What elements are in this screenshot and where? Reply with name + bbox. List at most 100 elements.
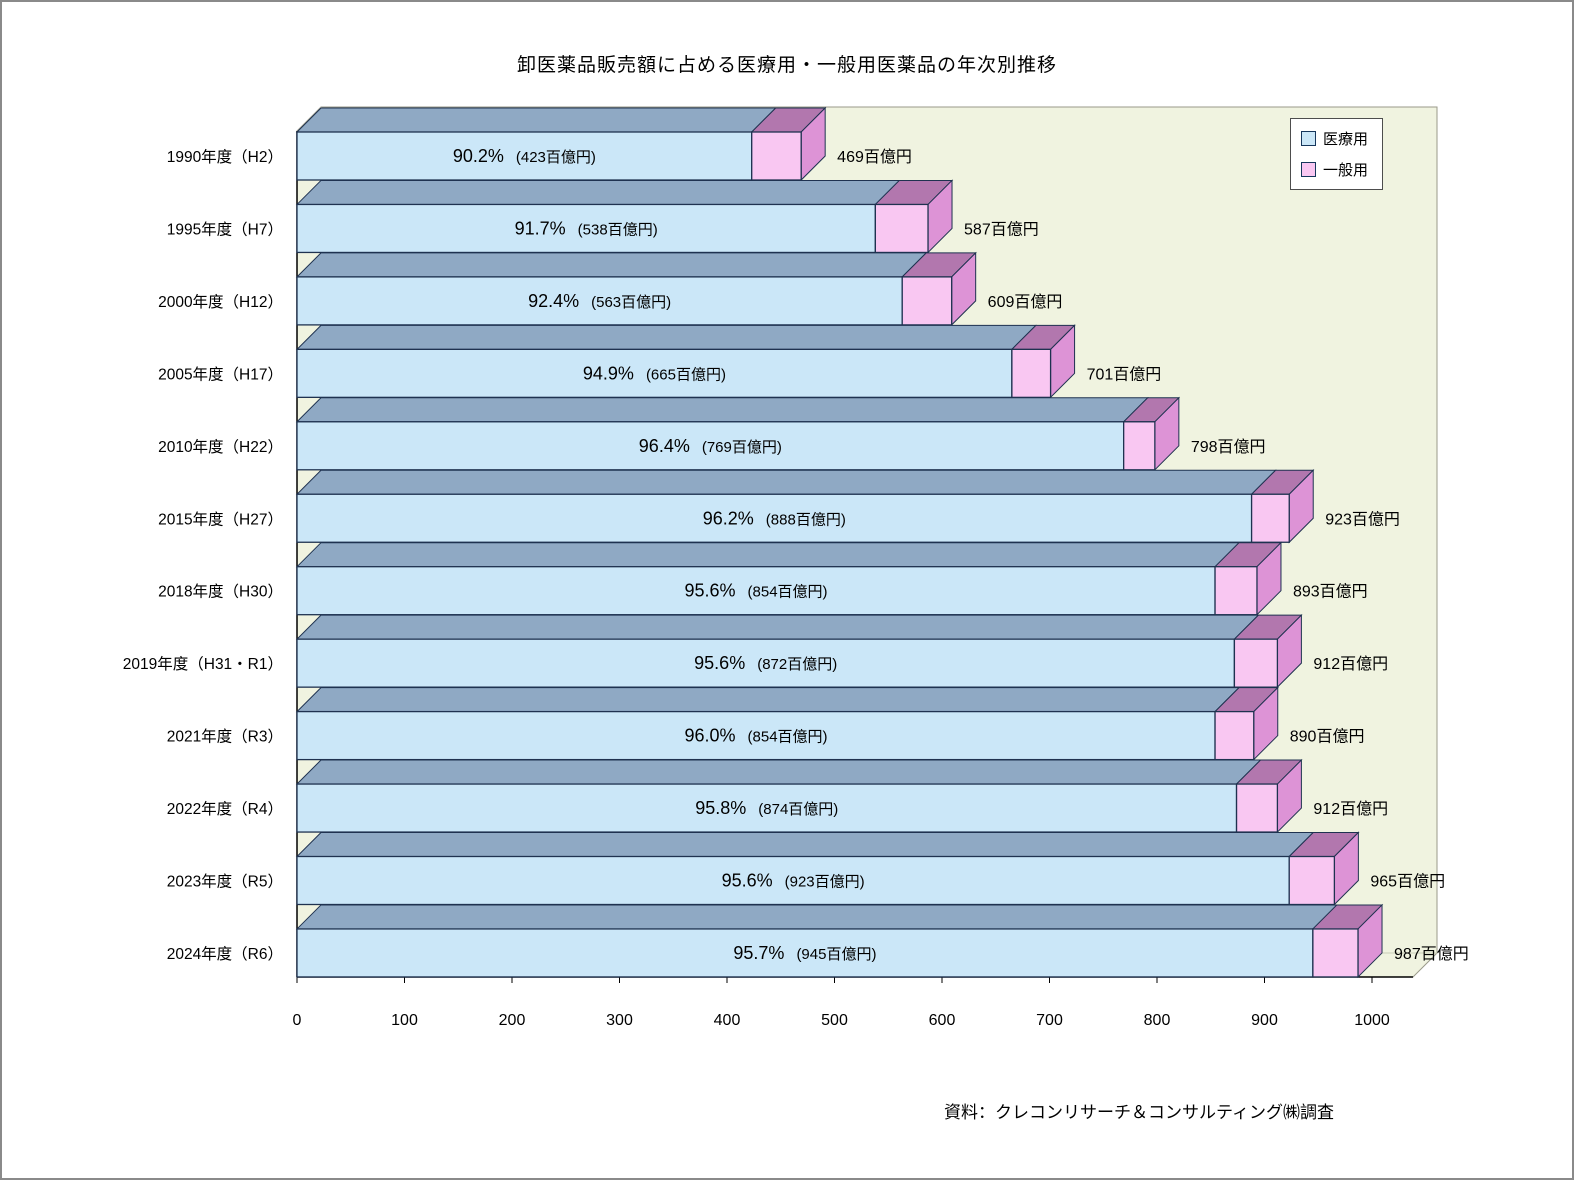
- x-tick-label: 1000: [1354, 1012, 1390, 1029]
- bar-total-label: 469百億円: [837, 148, 912, 166]
- bar-medical-top-face: [295, 614, 1260, 640]
- category-label: 2005年度（H17）: [158, 365, 283, 383]
- bar-general-segment: [751, 131, 802, 181]
- bar-medical-top-face: [295, 542, 1241, 568]
- x-tick-label: 700: [1036, 1012, 1063, 1029]
- legend-item-general: 一般用: [1301, 159, 1368, 180]
- bar-general-segment: [1123, 421, 1156, 471]
- bar-medical-top-face: [295, 469, 1277, 495]
- bar-percent-label: 92.4% (563百億円): [528, 291, 671, 311]
- legend: 医療用 一般用: [1290, 118, 1384, 190]
- bar-medical-top-face: [295, 832, 1315, 857]
- category-label: 2023年度（R5）: [167, 873, 283, 891]
- bar-row: 95.6% (923百億円) 965百億円 2023年度（R5）: [167, 831, 1445, 906]
- category-label: 2021年度（R3）: [167, 728, 283, 746]
- bar-medical-top-face: [295, 759, 1262, 785]
- bar-percent-label: 95.7% (945百億円): [733, 943, 876, 963]
- bar-general-segment: [1235, 783, 1279, 833]
- bar-general-segment: [1288, 855, 1336, 906]
- bar-general-segment: [901, 276, 953, 326]
- bar-general-segment: [1214, 566, 1258, 616]
- bar-row: 96.4% (769百億円) 798百億円 2010年度（H22）: [158, 396, 1266, 472]
- x-tick-label: 600: [929, 1012, 956, 1029]
- x-tick-label: 400: [714, 1012, 741, 1029]
- bar-medical-top-face: [295, 397, 1149, 423]
- bar-row: 92.4% (563百億円) 609百億円 2000年度（H12）: [158, 251, 1063, 327]
- bar-total-label: 893百億円: [1293, 583, 1368, 601]
- bar-row: 95.6% (854百億円) 893百億円 2018年度（H30）: [158, 541, 1368, 616]
- bar-medical-top-face: [295, 904, 1339, 930]
- bar-percent-label: 90.2% (423百億円): [453, 146, 596, 166]
- x-tick-label: 500: [821, 1012, 848, 1029]
- bar-total-label: 912百億円: [1313, 800, 1388, 818]
- bar-medical-segment: [296, 566, 1216, 616]
- category-label: 2024年度（R6）: [167, 945, 283, 963]
- chart-title: 卸医薬品販売額に占める医療用・一般用医薬品の年次別推移: [516, 55, 1057, 76]
- category-label: 1990年度（H2）: [167, 148, 283, 166]
- x-tick-label: 800: [1144, 1012, 1171, 1029]
- bar-percent-label: 91.7% (538百億円): [515, 218, 658, 238]
- legend-swatch-medical: [1301, 131, 1316, 146]
- bar-medical-top-face: [295, 687, 1241, 713]
- category-label: 2010年度（H22）: [158, 438, 283, 456]
- bar-row: 95.6% (872百億円) 912百億円 2019年度（H31・R1）: [123, 613, 1388, 689]
- bar-medical-segment: [296, 783, 1238, 833]
- bar-percent-label: 95.6% (872百億円): [694, 653, 837, 673]
- x-tick-label: 300: [606, 1012, 633, 1029]
- legend-label-general: 一般用: [1323, 162, 1369, 179]
- bar-medical-segment: [296, 131, 753, 181]
- bar-row: 95.7% (945百億円) 987百億円 2024年度（R6）: [167, 903, 1469, 979]
- bar-medical-top-face: [295, 324, 1038, 350]
- bar-medical-top-face: [295, 179, 901, 205]
- bar-medical-top-face: [295, 107, 777, 133]
- bar-total-label: 587百億円: [964, 220, 1039, 238]
- bar-general-segment: [1312, 928, 1359, 978]
- bar-total-label: 798百億円: [1191, 438, 1266, 456]
- category-label: 1995年度（H7）: [167, 220, 283, 238]
- legend-item-medical: 医療用: [1301, 128, 1368, 149]
- x-tick-label: 100: [391, 1012, 418, 1029]
- bar-total-label: 912百億円: [1313, 655, 1388, 673]
- bar-percent-label: 96.4% (769百億円): [639, 436, 782, 456]
- bar-row: 91.7% (538百億円) 587百億円 1995年度（H7）: [167, 179, 1039, 254]
- bar-total-label: 923百億円: [1325, 510, 1400, 528]
- bar-row: 96.0% (854百億円) 890百億円 2021年度（R3）: [167, 686, 1365, 761]
- legend-label-medical: 医療用: [1323, 131, 1369, 148]
- bar-percent-label: 94.9% (665百億円): [583, 363, 726, 383]
- bar-medical-segment: [296, 203, 876, 254]
- legend-swatch-general: [1301, 162, 1316, 177]
- x-tick-label: 0: [293, 1012, 302, 1029]
- bar-total-label: 609百億円: [988, 293, 1063, 311]
- x-tick-label: 200: [499, 1012, 526, 1029]
- bar-medical-segment: [296, 348, 1013, 399]
- bar-medical-segment: [296, 493, 1253, 543]
- category-label: 2019年度（H31・R1）: [123, 655, 283, 673]
- bar-total-label: 987百億円: [1394, 945, 1469, 963]
- bar-general-segment: [1250, 493, 1290, 543]
- bar-total-label: 965百億円: [1370, 873, 1445, 891]
- bar-percent-label: 95.6% (854百億円): [684, 581, 827, 601]
- bar-medical-top-face: [295, 252, 928, 278]
- category-label: 2015年度（H27）: [158, 510, 283, 528]
- source-note: 資料：クレコンリサーチ＆コンサルティング㈱調査: [944, 1103, 1334, 1122]
- bar-medical-segment: [296, 638, 1236, 688]
- bar-general-segment: [1011, 348, 1052, 399]
- category-label: 2018年度（H30）: [158, 583, 283, 601]
- bar-general-segment: [1233, 638, 1279, 688]
- bar-general-segment: [1214, 710, 1255, 761]
- bar-percent-label: 96.0% (854百億円): [684, 726, 827, 746]
- bar-row: 96.2% (888百億円) 923百億円 2015年度（H27）: [158, 469, 1400, 544]
- bar-total-label: 890百億円: [1290, 728, 1365, 746]
- bar-percent-label: 95.8% (874百億円): [695, 798, 838, 818]
- bar-general-segment: [874, 203, 929, 254]
- bar-percent-label: 96.2% (888百億円): [703, 508, 846, 528]
- category-label: 2000年度（H12）: [158, 293, 283, 311]
- category-label: 2022年度（R4）: [167, 800, 283, 818]
- bar-row: 90.2% (423百億円) 469百億円 1990年度（H2）: [167, 106, 912, 182]
- bar-medical-segment: [296, 710, 1216, 761]
- bar-row: 95.8% (874百億円) 912百億円 2022年度（R4）: [167, 758, 1388, 834]
- bar-total-label: 701百億円: [1087, 365, 1162, 383]
